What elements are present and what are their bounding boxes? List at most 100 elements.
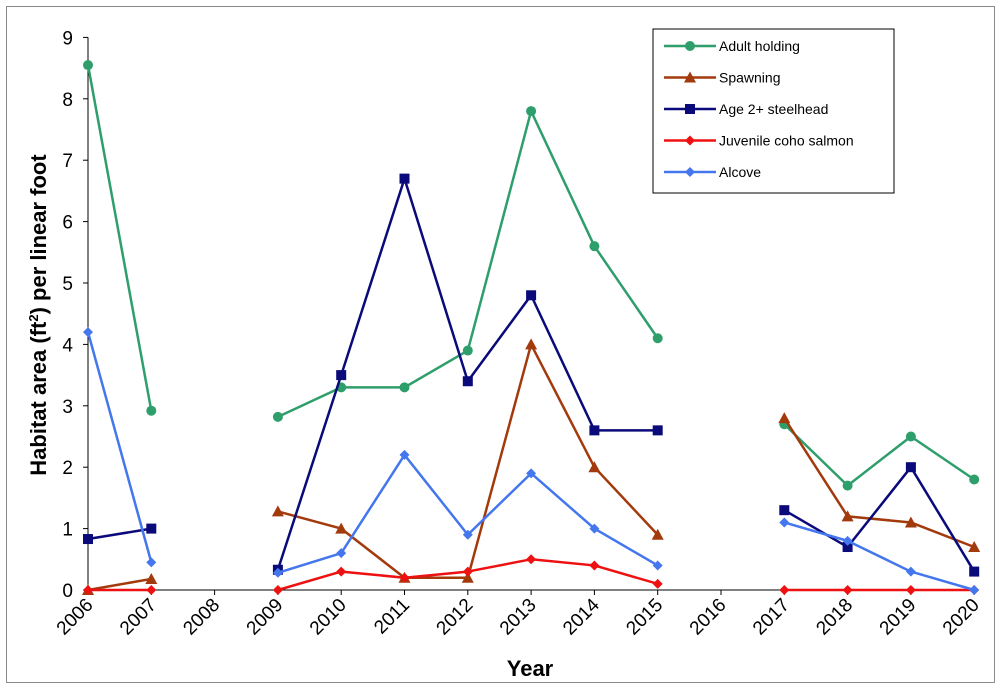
y-tick-label: 8 (62, 90, 73, 111)
legend-item: Juvenile coho salmon (664, 133, 854, 149)
y-tick-labels: 0 1 2 3 4 5 6 7 8 9 (62, 28, 73, 602)
legend: Adult holding Spawning Age 2+ steelhead Juv… (652, 28, 895, 194)
y-axis-title: Habitat area (ft2) per linear foot (26, 154, 51, 476)
y-tick-label: 4 (62, 335, 73, 356)
data-point (146, 585, 157, 595)
data-point (462, 529, 473, 540)
legend-marker (685, 104, 695, 114)
data-point (399, 382, 410, 393)
legend-label: Alcove (719, 164, 761, 180)
data-point (462, 345, 473, 356)
data-point (969, 585, 980, 595)
data-point (83, 60, 93, 71)
series-line (783, 465, 976, 573)
data-point (779, 585, 790, 595)
data-point (272, 585, 283, 595)
series-age-2-steelhead (83, 173, 980, 577)
data-point (146, 523, 157, 534)
series-juvenile-coho-salmon (83, 554, 980, 595)
legend-label: Age 2+ steelhead (719, 101, 828, 117)
data-point (969, 566, 980, 577)
data-point (146, 405, 157, 416)
data-point (526, 106, 537, 117)
data-point (651, 528, 664, 540)
y-axis-title-suffix: ) per linear foot (26, 154, 51, 315)
data-point (335, 522, 348, 534)
series-line (86, 331, 153, 563)
x-tick-label: 2015 (622, 595, 667, 640)
data-point (83, 585, 93, 595)
data-point (526, 290, 537, 301)
data-point (589, 425, 600, 436)
data-point (399, 572, 410, 583)
data-point (462, 376, 473, 387)
data-point (588, 461, 601, 473)
data-point (272, 567, 283, 578)
data-point (779, 517, 790, 528)
series-line (277, 109, 659, 418)
legend-marker (684, 71, 696, 83)
x-tick-label: 2018 (812, 595, 857, 640)
data-point (841, 510, 854, 522)
data-point (399, 173, 410, 184)
data-point (904, 516, 917, 528)
x-tick-label: 2020 (939, 595, 984, 640)
data-point (589, 523, 600, 534)
data-point (842, 480, 853, 491)
data-point (83, 327, 93, 338)
data-point (652, 425, 663, 436)
data-point (778, 412, 791, 424)
legend-label: Juvenile coho salmon (719, 133, 854, 149)
data-point (336, 548, 347, 559)
legend-item: Age 2+ steelhead (664, 101, 828, 117)
data-point (905, 566, 916, 577)
series-line (87, 527, 152, 541)
y-tick-label: 3 (62, 397, 73, 418)
data-point (145, 572, 158, 584)
data-point (462, 566, 473, 577)
data-point (336, 370, 347, 381)
data-point (83, 534, 93, 545)
x-tick-label: 2017 (749, 595, 794, 640)
series-line (87, 577, 152, 592)
y-tick-label: 7 (62, 151, 73, 172)
x-tick-label: 2014 (559, 594, 604, 639)
data-point (526, 554, 537, 565)
y-tick-label: 6 (62, 213, 73, 234)
series-adult-holding (83, 60, 980, 491)
data-point (842, 535, 853, 546)
series-line (86, 64, 153, 411)
data-point (146, 557, 157, 568)
data-point (399, 449, 410, 460)
y-tick-label: 5 (62, 274, 73, 295)
series-spawning (82, 338, 981, 595)
y-tick-label: 9 (62, 28, 73, 49)
x-tick-label: 2009 (243, 595, 288, 640)
x-tick-label: 2008 (179, 595, 224, 640)
y-axis-title-prefix: Habitat area (ft (26, 321, 51, 476)
data-point (272, 411, 283, 422)
legend-label: Spawning (719, 70, 781, 86)
legend-marker (685, 135, 695, 146)
data-point (589, 241, 600, 252)
x-tick-label: 2016 (686, 595, 731, 640)
data-point (271, 505, 284, 517)
series-layer (82, 60, 981, 595)
series-alcove (83, 327, 980, 595)
data-point (589, 560, 600, 571)
series-line (783, 417, 975, 549)
data-point (905, 431, 916, 442)
data-point (968, 541, 981, 553)
data-point (842, 585, 853, 595)
data-point (842, 542, 853, 553)
x-tick-label: 2007 (116, 595, 161, 640)
x-axis-title: Year (507, 656, 554, 681)
legend-item: Alcove (664, 164, 761, 180)
data-point (461, 571, 474, 583)
x-tick-label: 2019 (876, 595, 921, 640)
data-point (905, 585, 916, 595)
data-point (779, 505, 790, 516)
legend-item: Spawning (664, 70, 781, 86)
y-tick-label: 0 (62, 581, 73, 602)
